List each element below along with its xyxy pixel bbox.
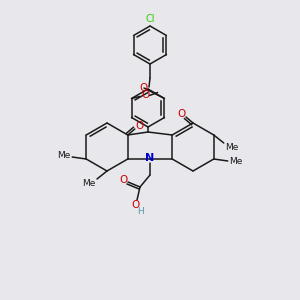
Text: O: O <box>131 200 139 210</box>
Text: Me: Me <box>225 142 238 152</box>
Text: N: N <box>146 153 154 163</box>
Text: Cl: Cl <box>145 14 155 24</box>
Text: Me: Me <box>58 152 71 160</box>
Text: O: O <box>141 91 150 100</box>
Text: O: O <box>177 109 185 119</box>
Text: O: O <box>140 83 148 93</box>
Text: Me: Me <box>82 178 96 188</box>
Text: O: O <box>119 175 127 185</box>
Text: H: H <box>136 206 143 215</box>
Text: O: O <box>136 121 144 131</box>
Text: Me: Me <box>229 158 242 166</box>
